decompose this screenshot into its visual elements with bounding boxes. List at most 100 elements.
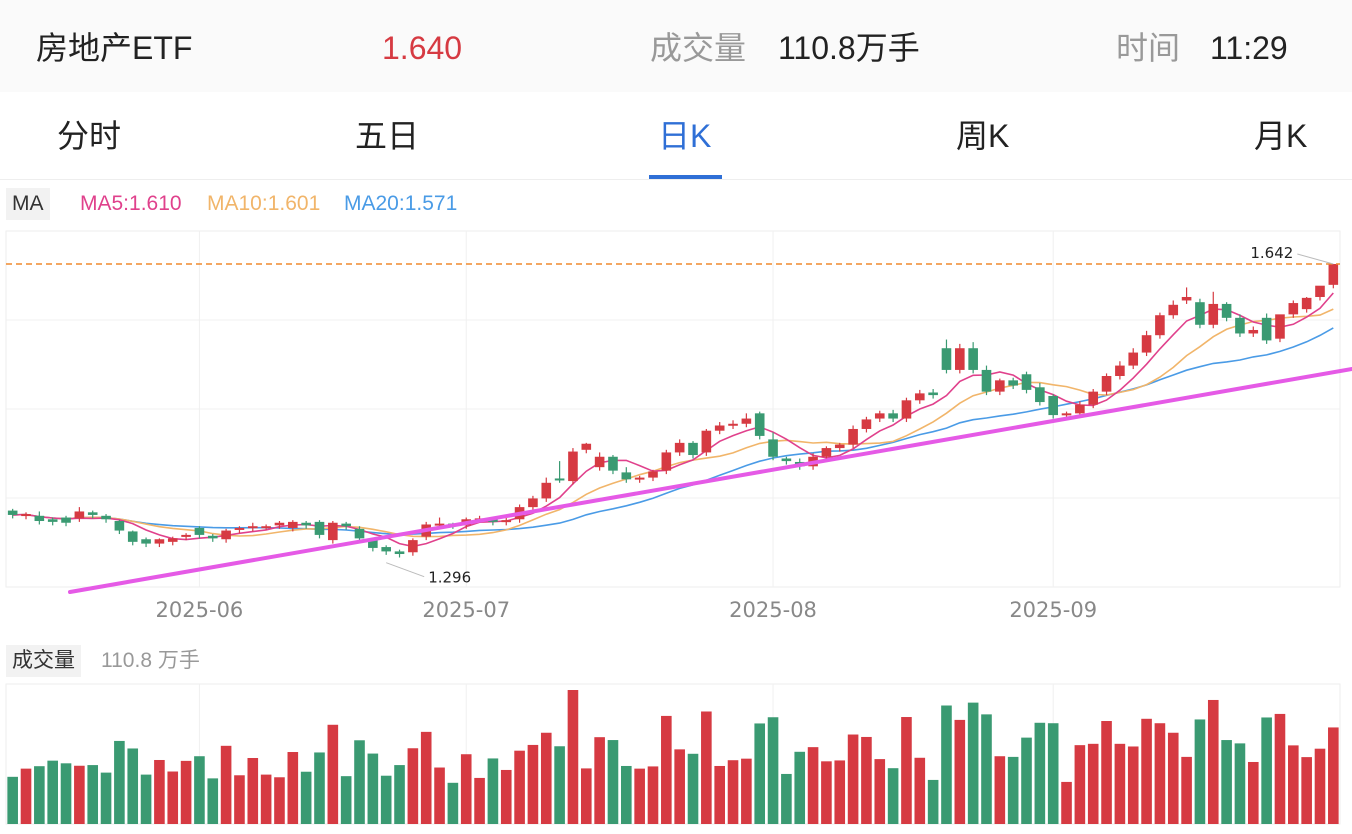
candle-down bbox=[1008, 377, 1018, 390]
candle-body bbox=[181, 534, 191, 537]
volume-bar bbox=[1181, 756, 1192, 824]
candle-body bbox=[394, 551, 405, 555]
candle-up bbox=[154, 538, 165, 548]
candle-body bbox=[1048, 395, 1058, 416]
candle-body bbox=[1261, 317, 1272, 341]
candle-body bbox=[1301, 297, 1312, 310]
volume-bar bbox=[914, 757, 926, 824]
candle-up bbox=[221, 528, 231, 543]
candle-body bbox=[661, 452, 672, 471]
ma-indicator-tag[interactable]: MA bbox=[6, 188, 50, 220]
volume-bar bbox=[514, 750, 525, 824]
volume-bar bbox=[954, 719, 966, 824]
candle-body bbox=[61, 517, 71, 523]
volume-indicator-tag[interactable]: 成交量 bbox=[6, 645, 81, 677]
candle-down bbox=[768, 432, 778, 461]
candle-body bbox=[848, 428, 858, 445]
candle-body bbox=[741, 418, 752, 424]
candle-body bbox=[754, 413, 765, 436]
candle-body bbox=[781, 458, 792, 462]
volume-bar bbox=[74, 765, 85, 824]
volume-bar bbox=[220, 745, 232, 824]
tab-weekly-k[interactable]: 周K bbox=[956, 118, 1010, 154]
volume-bar bbox=[127, 748, 139, 824]
candle-down bbox=[314, 520, 325, 539]
candle-up bbox=[701, 428, 712, 456]
volume-bar bbox=[100, 772, 112, 824]
tab-five-day[interactable]: 五日 bbox=[355, 118, 420, 154]
candle-up bbox=[1128, 348, 1139, 370]
volume-bar bbox=[1007, 756, 1019, 824]
candle-up bbox=[874, 410, 885, 423]
volume-bar bbox=[701, 711, 712, 824]
candle-up bbox=[74, 507, 85, 522]
price-grid bbox=[5, 230, 1341, 588]
security-name: 房地产ETF bbox=[36, 30, 193, 66]
tab-monthly-k[interactable]: 月K bbox=[1254, 118, 1308, 154]
ma5-line bbox=[12, 292, 1334, 548]
candle-body bbox=[1195, 302, 1205, 325]
max-price-label: 1.642 bbox=[1250, 244, 1293, 262]
candle-body bbox=[941, 348, 952, 370]
candle-body bbox=[341, 523, 351, 527]
volume-bar bbox=[1114, 743, 1126, 824]
volume-bar bbox=[420, 731, 432, 824]
chart-annotations: 1.642 1.296 bbox=[6, 244, 1352, 594]
volume-bar bbox=[274, 777, 285, 824]
volume-bar bbox=[847, 734, 859, 824]
volume-bar bbox=[247, 757, 259, 824]
volume-bar bbox=[901, 717, 912, 824]
volume-chart[interactable] bbox=[0, 680, 1352, 834]
candle-body bbox=[167, 538, 178, 542]
candle-down bbox=[608, 455, 618, 475]
candle-body bbox=[1181, 296, 1192, 301]
volume-bar bbox=[367, 753, 379, 824]
tab-intraday[interactable]: 分时 bbox=[57, 118, 122, 154]
candle-body bbox=[1168, 304, 1179, 316]
max-leader-line bbox=[1297, 253, 1334, 265]
volume-value: 110.8万手 bbox=[778, 30, 920, 66]
candle-body bbox=[47, 519, 58, 522]
candle-body bbox=[541, 482, 552, 499]
last-price: 1.640 bbox=[382, 30, 463, 66]
volume-bar bbox=[821, 761, 832, 824]
candle-body bbox=[901, 400, 912, 419]
candle-up bbox=[1328, 263, 1339, 289]
candle-down bbox=[928, 389, 938, 399]
volume-bar bbox=[87, 765, 99, 824]
volume-bar bbox=[580, 768, 592, 824]
candle-down bbox=[194, 526, 205, 539]
price-chart[interactable]: 1.642 1.296 2025-06 2025-07 2025-08 2025-09 bbox=[0, 225, 1352, 635]
volume-bar bbox=[1234, 743, 1246, 824]
candle-body bbox=[568, 451, 578, 482]
candle-up bbox=[568, 448, 578, 485]
candle-body bbox=[554, 478, 565, 481]
moving-average-lines bbox=[12, 292, 1334, 548]
candle-up bbox=[288, 520, 298, 532]
candle-body bbox=[247, 526, 258, 529]
volume-bar bbox=[180, 760, 192, 824]
min-price-label: 1.296 bbox=[428, 569, 471, 587]
tab-daily-k[interactable]: 日K bbox=[658, 118, 712, 154]
candle-up bbox=[1208, 291, 1219, 329]
candle-down bbox=[354, 526, 365, 542]
volume-bar bbox=[234, 775, 245, 824]
candle-up bbox=[914, 389, 925, 404]
volume-bar bbox=[114, 740, 125, 824]
volume-bar bbox=[861, 736, 872, 824]
candle-up bbox=[181, 533, 191, 541]
period-tabs: 分时 五日 日K 周K 月K bbox=[0, 92, 1352, 180]
candle-up bbox=[1301, 296, 1312, 313]
volume-bar bbox=[1101, 721, 1112, 824]
volume-bar bbox=[607, 740, 619, 824]
volume-bar bbox=[314, 752, 325, 824]
candle-body bbox=[981, 369, 992, 392]
volume-bar bbox=[1047, 723, 1059, 824]
candle-body bbox=[528, 498, 538, 508]
candle-body bbox=[888, 413, 898, 419]
candle-up bbox=[1315, 285, 1325, 301]
volume-bar bbox=[594, 737, 605, 824]
candle-body bbox=[1008, 380, 1018, 386]
candle-down bbox=[1221, 302, 1232, 322]
candle-body bbox=[1088, 391, 1099, 405]
